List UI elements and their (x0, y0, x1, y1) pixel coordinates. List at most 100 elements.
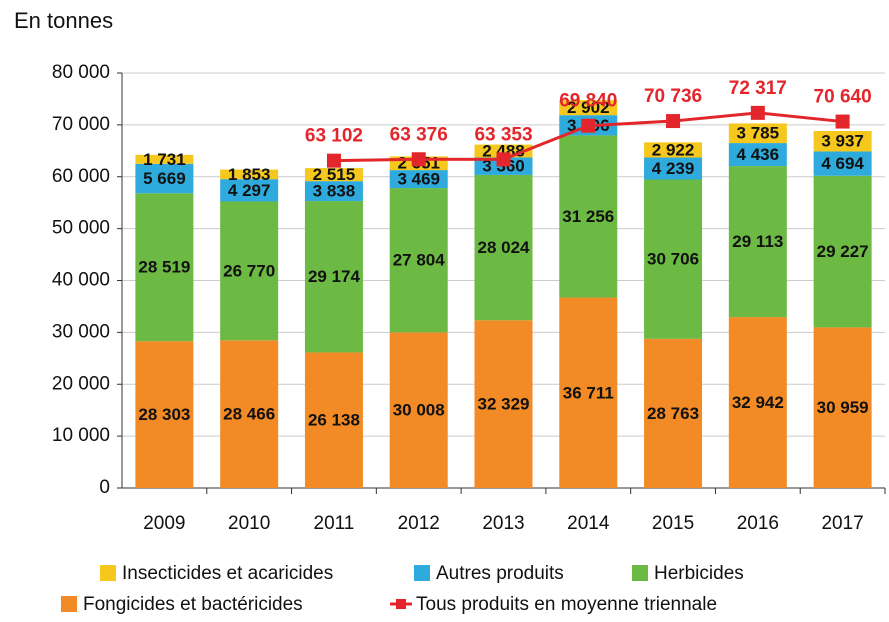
data-label: 36 711 (563, 383, 614, 402)
bar-segment (474, 174, 533, 321)
y-tick-label: 20 000 (52, 373, 110, 394)
legend-item: Fongicides et bactéricides (61, 594, 303, 615)
x-tick-label: 2010 (228, 513, 270, 534)
bar-segment (220, 179, 279, 202)
bar-segment (389, 188, 448, 333)
bar-segment (389, 332, 448, 488)
bar-segment (559, 135, 618, 298)
line-marker (496, 152, 511, 167)
line-marker (835, 114, 850, 129)
line-label: 63 353 (474, 124, 532, 145)
bar-segment (728, 143, 787, 167)
y-axis-title: En tonnes (14, 8, 113, 33)
data-label: 28 763 (647, 404, 699, 423)
y-tick-label: 30 000 (52, 321, 110, 342)
data-label: 31 256 (562, 207, 614, 226)
data-label: 3 838 (313, 182, 356, 201)
legend-label: Autres produits (436, 563, 564, 584)
legend-item: Herbicides (632, 563, 744, 584)
data-label: 28 519 (138, 258, 190, 277)
data-label: 27 804 (393, 251, 446, 270)
data-label: 30 959 (817, 398, 869, 417)
y-tick-label: 70 000 (52, 114, 110, 135)
line-label: 63 102 (305, 126, 363, 147)
bar-segment (220, 340, 279, 488)
data-label: 4 436 (737, 145, 780, 164)
data-label: 2 922 (652, 140, 695, 159)
data-label: 32 942 (732, 393, 784, 412)
x-tick-label: 2011 (314, 513, 355, 534)
legend-swatch (61, 596, 77, 612)
data-label: 4 694 (821, 154, 864, 173)
bar-segment (728, 123, 787, 144)
data-label: 28 303 (138, 405, 190, 424)
bar-segment (728, 317, 787, 488)
line-marker (326, 153, 341, 168)
line-label: 63 376 (390, 124, 448, 145)
bar-segment (304, 201, 363, 353)
data-label: 29 227 (817, 242, 869, 261)
y-tick-label: 10 000 (52, 425, 110, 446)
data-label: 26 770 (223, 261, 275, 280)
legend-label: Herbicides (654, 563, 744, 584)
data-label: 4 297 (228, 181, 271, 200)
y-tick-label: 0 (99, 477, 110, 498)
bar-segment (135, 154, 194, 164)
data-label: 3 469 (397, 170, 440, 189)
data-label: 5 669 (143, 169, 186, 188)
bar-segment (304, 352, 363, 488)
bar-segment (474, 320, 533, 488)
x-tick-label: 2017 (821, 513, 863, 534)
line-marker (666, 114, 681, 129)
legend-swatch (414, 565, 430, 581)
data-label: 3 785 (737, 124, 780, 143)
bar-segment (389, 170, 448, 189)
legend-swatch (632, 565, 648, 581)
bar-segment (644, 142, 703, 158)
y-tick-label: 80 000 (52, 62, 110, 83)
x-tick-label: 2013 (482, 513, 524, 534)
bar-segment (559, 100, 618, 116)
data-label: 29 174 (308, 267, 361, 286)
data-label: 30 008 (393, 401, 445, 420)
bar-segment (220, 169, 279, 180)
y-tick-label: 40 000 (52, 270, 110, 291)
line-label: 70 640 (814, 87, 872, 108)
legend-item: Insecticides et acaricides (100, 563, 333, 584)
data-label: 28 466 (223, 405, 275, 424)
bar-segment (644, 157, 703, 180)
data-label: 4 239 (652, 159, 695, 178)
bar-segment (813, 175, 872, 328)
x-tick-label: 2014 (567, 513, 610, 534)
x-tick-label: 2012 (398, 513, 440, 534)
bar-segment (644, 179, 703, 339)
data-label: 32 329 (478, 395, 530, 414)
bar-segment (813, 131, 872, 152)
y-tick-label: 50 000 (52, 218, 110, 239)
bar-segment (135, 193, 194, 342)
x-tick-label: 2016 (737, 513, 779, 534)
legend-item: Autres produits (414, 563, 564, 584)
line-marker (411, 152, 426, 167)
legend-label: Fongicides et bactéricides (83, 594, 303, 615)
data-label: 1 853 (228, 165, 271, 184)
bar-segment (135, 163, 194, 194)
legend-label: Tous produits en moyenne triennale (416, 594, 717, 615)
line-label: 70 736 (644, 86, 702, 107)
legend-swatch (100, 565, 116, 581)
bar-segment (220, 201, 279, 341)
data-label: 28 024 (478, 238, 531, 257)
bar-segment (813, 327, 872, 488)
bar-segment (304, 181, 363, 202)
data-label: 2 515 (313, 165, 356, 184)
line-marker (581, 118, 596, 133)
data-label: 2 902 (567, 98, 610, 117)
line-marker (750, 105, 765, 120)
bar-segment (728, 166, 787, 318)
bar-segment (135, 341, 194, 488)
x-tick-label: 2015 (652, 513, 694, 534)
data-label: 26 138 (308, 411, 360, 430)
data-label: 30 706 (647, 250, 699, 269)
bar-segment (644, 338, 703, 488)
